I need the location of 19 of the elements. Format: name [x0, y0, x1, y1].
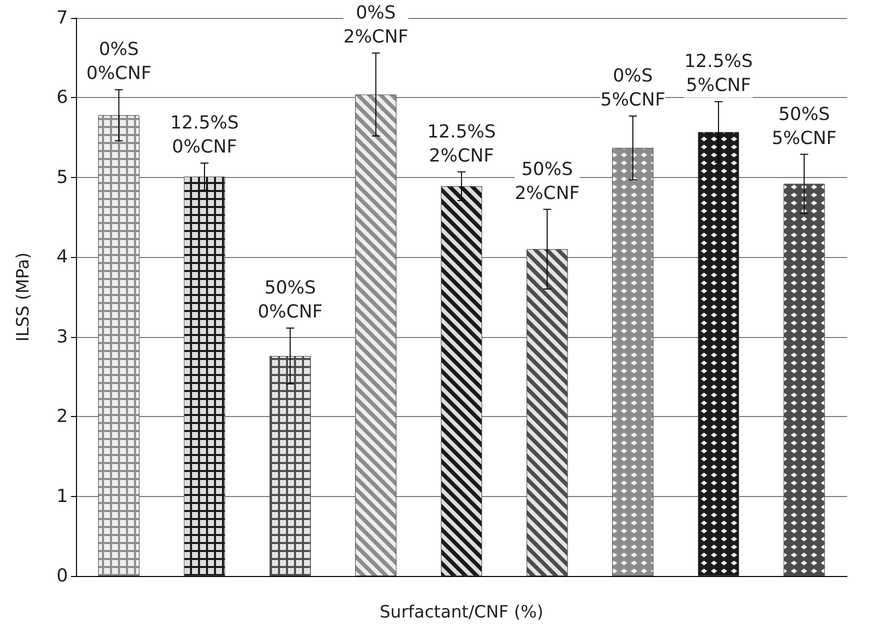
- y-tick-label: 6: [56, 87, 68, 108]
- y-tick-label: 0: [56, 566, 68, 586]
- y-tick-label: 4: [56, 246, 68, 268]
- y-tick-label: 1: [56, 486, 68, 507]
- x-axis-title: Surfactant/CNF (%): [380, 602, 544, 622]
- x-tick-label: 0%S 2%CNF: [343, 2, 408, 48]
- x-tick-label: 12.5%S 0%CNF: [170, 112, 239, 158]
- y-tick-label: 5: [56, 166, 68, 188]
- y-tick-label: 2: [56, 406, 68, 428]
- y-axis-title: ILSS (MPa): [14, 252, 34, 342]
- y-tick-label: 3: [56, 326, 68, 348]
- x-tick-label: 0%S 0%CNF: [86, 39, 152, 84]
- x-tick-label: 12.5%S 2%CNF: [427, 121, 496, 166]
- x-tick-label: 50%S 2%CNF: [514, 158, 580, 204]
- y-tick-label: 7: [56, 8, 68, 28]
- x-tick-label: 12.5%S 5%CNF: [684, 51, 753, 96]
- x-tick-label: 0%S 5%CNF: [600, 66, 666, 111]
- x-tick-label: 50%S 5%CNF: [772, 104, 837, 149]
- x-tick-label: 50%S 0%CNF: [258, 278, 323, 323]
